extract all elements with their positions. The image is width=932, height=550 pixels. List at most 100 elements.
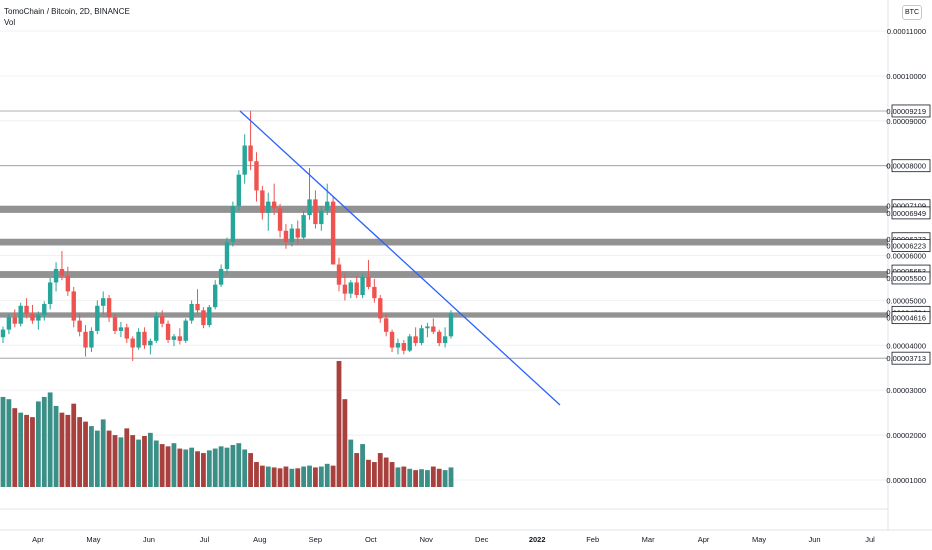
volume-bar (407, 468, 413, 487)
candle-body (36, 314, 41, 321)
volume-bar (89, 426, 94, 487)
candle-body (378, 298, 383, 319)
price-tick-label: 0.00009000 (886, 117, 926, 126)
volume-bar (18, 412, 24, 487)
level-label: 0.00004616 (886, 314, 926, 323)
volume-bar (324, 463, 330, 487)
level-label: 0.00006223 (886, 241, 926, 250)
candle-body (59, 268, 65, 276)
volume-bar (271, 467, 277, 487)
volume-bar (313, 467, 318, 487)
candle-body (442, 336, 448, 344)
candle-body (177, 336, 183, 341)
time-tick-label: Jul (865, 535, 875, 544)
level-label: 0.00005500 (886, 274, 926, 283)
level-label: 0.00008000 (886, 162, 926, 171)
level-label: 0.00003713 (886, 354, 926, 363)
time-axis: Apr May Jun Jul Aug Sep Oct Nov Dec 2022 Feb Mar Apr… (32, 535, 875, 544)
volume-bar (41, 396, 47, 487)
candle-body (201, 310, 206, 326)
candle-body (148, 340, 153, 346)
volume-bar (377, 453, 383, 487)
time-tick-label: Aug (253, 535, 266, 544)
candle-body (336, 264, 342, 285)
candle-body (271, 201, 277, 209)
volume-bar (201, 453, 206, 487)
volume-bar (430, 466, 436, 487)
volume-bar (0, 396, 6, 487)
level-label-box (891, 104, 931, 118)
volume-bar (330, 465, 336, 487)
candle-body (224, 242, 230, 269)
volume-bar (307, 465, 312, 487)
candle-body (277, 208, 283, 231)
level-label-box (891, 311, 931, 325)
volume-bar (195, 451, 200, 487)
volume-bar (383, 457, 389, 487)
level-label-box (891, 239, 931, 252)
volume-bar (254, 462, 259, 487)
candle-body (254, 161, 259, 191)
price-axis: 0.00011000 0.00010000 0.00009000 0.00008000… (886, 27, 931, 485)
candle-body (301, 215, 306, 238)
volume-bar (142, 435, 147, 487)
candle-body (431, 326, 436, 332)
currency-button[interactable]: BTC (902, 5, 922, 20)
candle-body (325, 201, 330, 211)
volume-bar (35, 401, 41, 487)
candle-body (360, 277, 365, 296)
price-tick-label: 0.00004000 (886, 341, 926, 350)
candle-body (260, 190, 265, 213)
time-tick-label: Jul (200, 535, 210, 544)
volume-bar (83, 421, 88, 487)
candle-body (342, 284, 348, 294)
time-tick-label: May (86, 535, 100, 544)
time-tick-label: Mar (642, 535, 655, 544)
candle-body (47, 282, 53, 304)
time-tick-label: Sep (309, 535, 322, 544)
symbol-title: TomoChain / Bitcoin, 2D, BINANCE (4, 7, 130, 16)
sr-band (0, 312, 888, 318)
volume-bar (24, 414, 29, 487)
time-tick-label: Jun (143, 535, 155, 544)
volume-bar (413, 470, 419, 487)
support-resistance-bands (0, 205, 888, 318)
volume-bar (230, 444, 236, 487)
candle-body (266, 201, 271, 213)
volume-bar (94, 430, 100, 487)
candle-body (207, 307, 212, 326)
volume-bar (118, 437, 124, 487)
candle-body (383, 318, 389, 332)
horizontal-levels (0, 110, 888, 359)
volume-bar (47, 392, 53, 487)
candle-body (313, 199, 318, 225)
candle-body (183, 320, 188, 341)
volume-bar (106, 430, 112, 487)
candle-body (171, 336, 177, 340)
candle-body (159, 316, 165, 324)
candle-body (12, 317, 17, 324)
candle-body (319, 210, 324, 225)
volume-bar (6, 399, 12, 487)
candle-body (242, 145, 247, 175)
chart-grid (0, 0, 932, 531)
candle-body (307, 199, 312, 216)
candle-body (83, 331, 88, 348)
price-tick-label: 0.00005000 (886, 296, 926, 305)
volume-bar (448, 467, 454, 487)
price-tick-label: 0.00002000 (886, 431, 926, 440)
trendline (239, 110, 561, 406)
candle-body (413, 336, 418, 344)
volume-bar (30, 417, 35, 487)
level-label: 0.00007109 (886, 202, 926, 211)
volume-bar (124, 428, 130, 487)
candle-body (0, 329, 6, 338)
time-tick-label: Dec (475, 535, 489, 544)
candle-body (283, 230, 289, 243)
candle-body (448, 312, 454, 337)
volume-bar (159, 444, 165, 487)
volume-bar (224, 447, 230, 487)
candle-body (389, 331, 395, 348)
volume-bar (283, 466, 289, 487)
